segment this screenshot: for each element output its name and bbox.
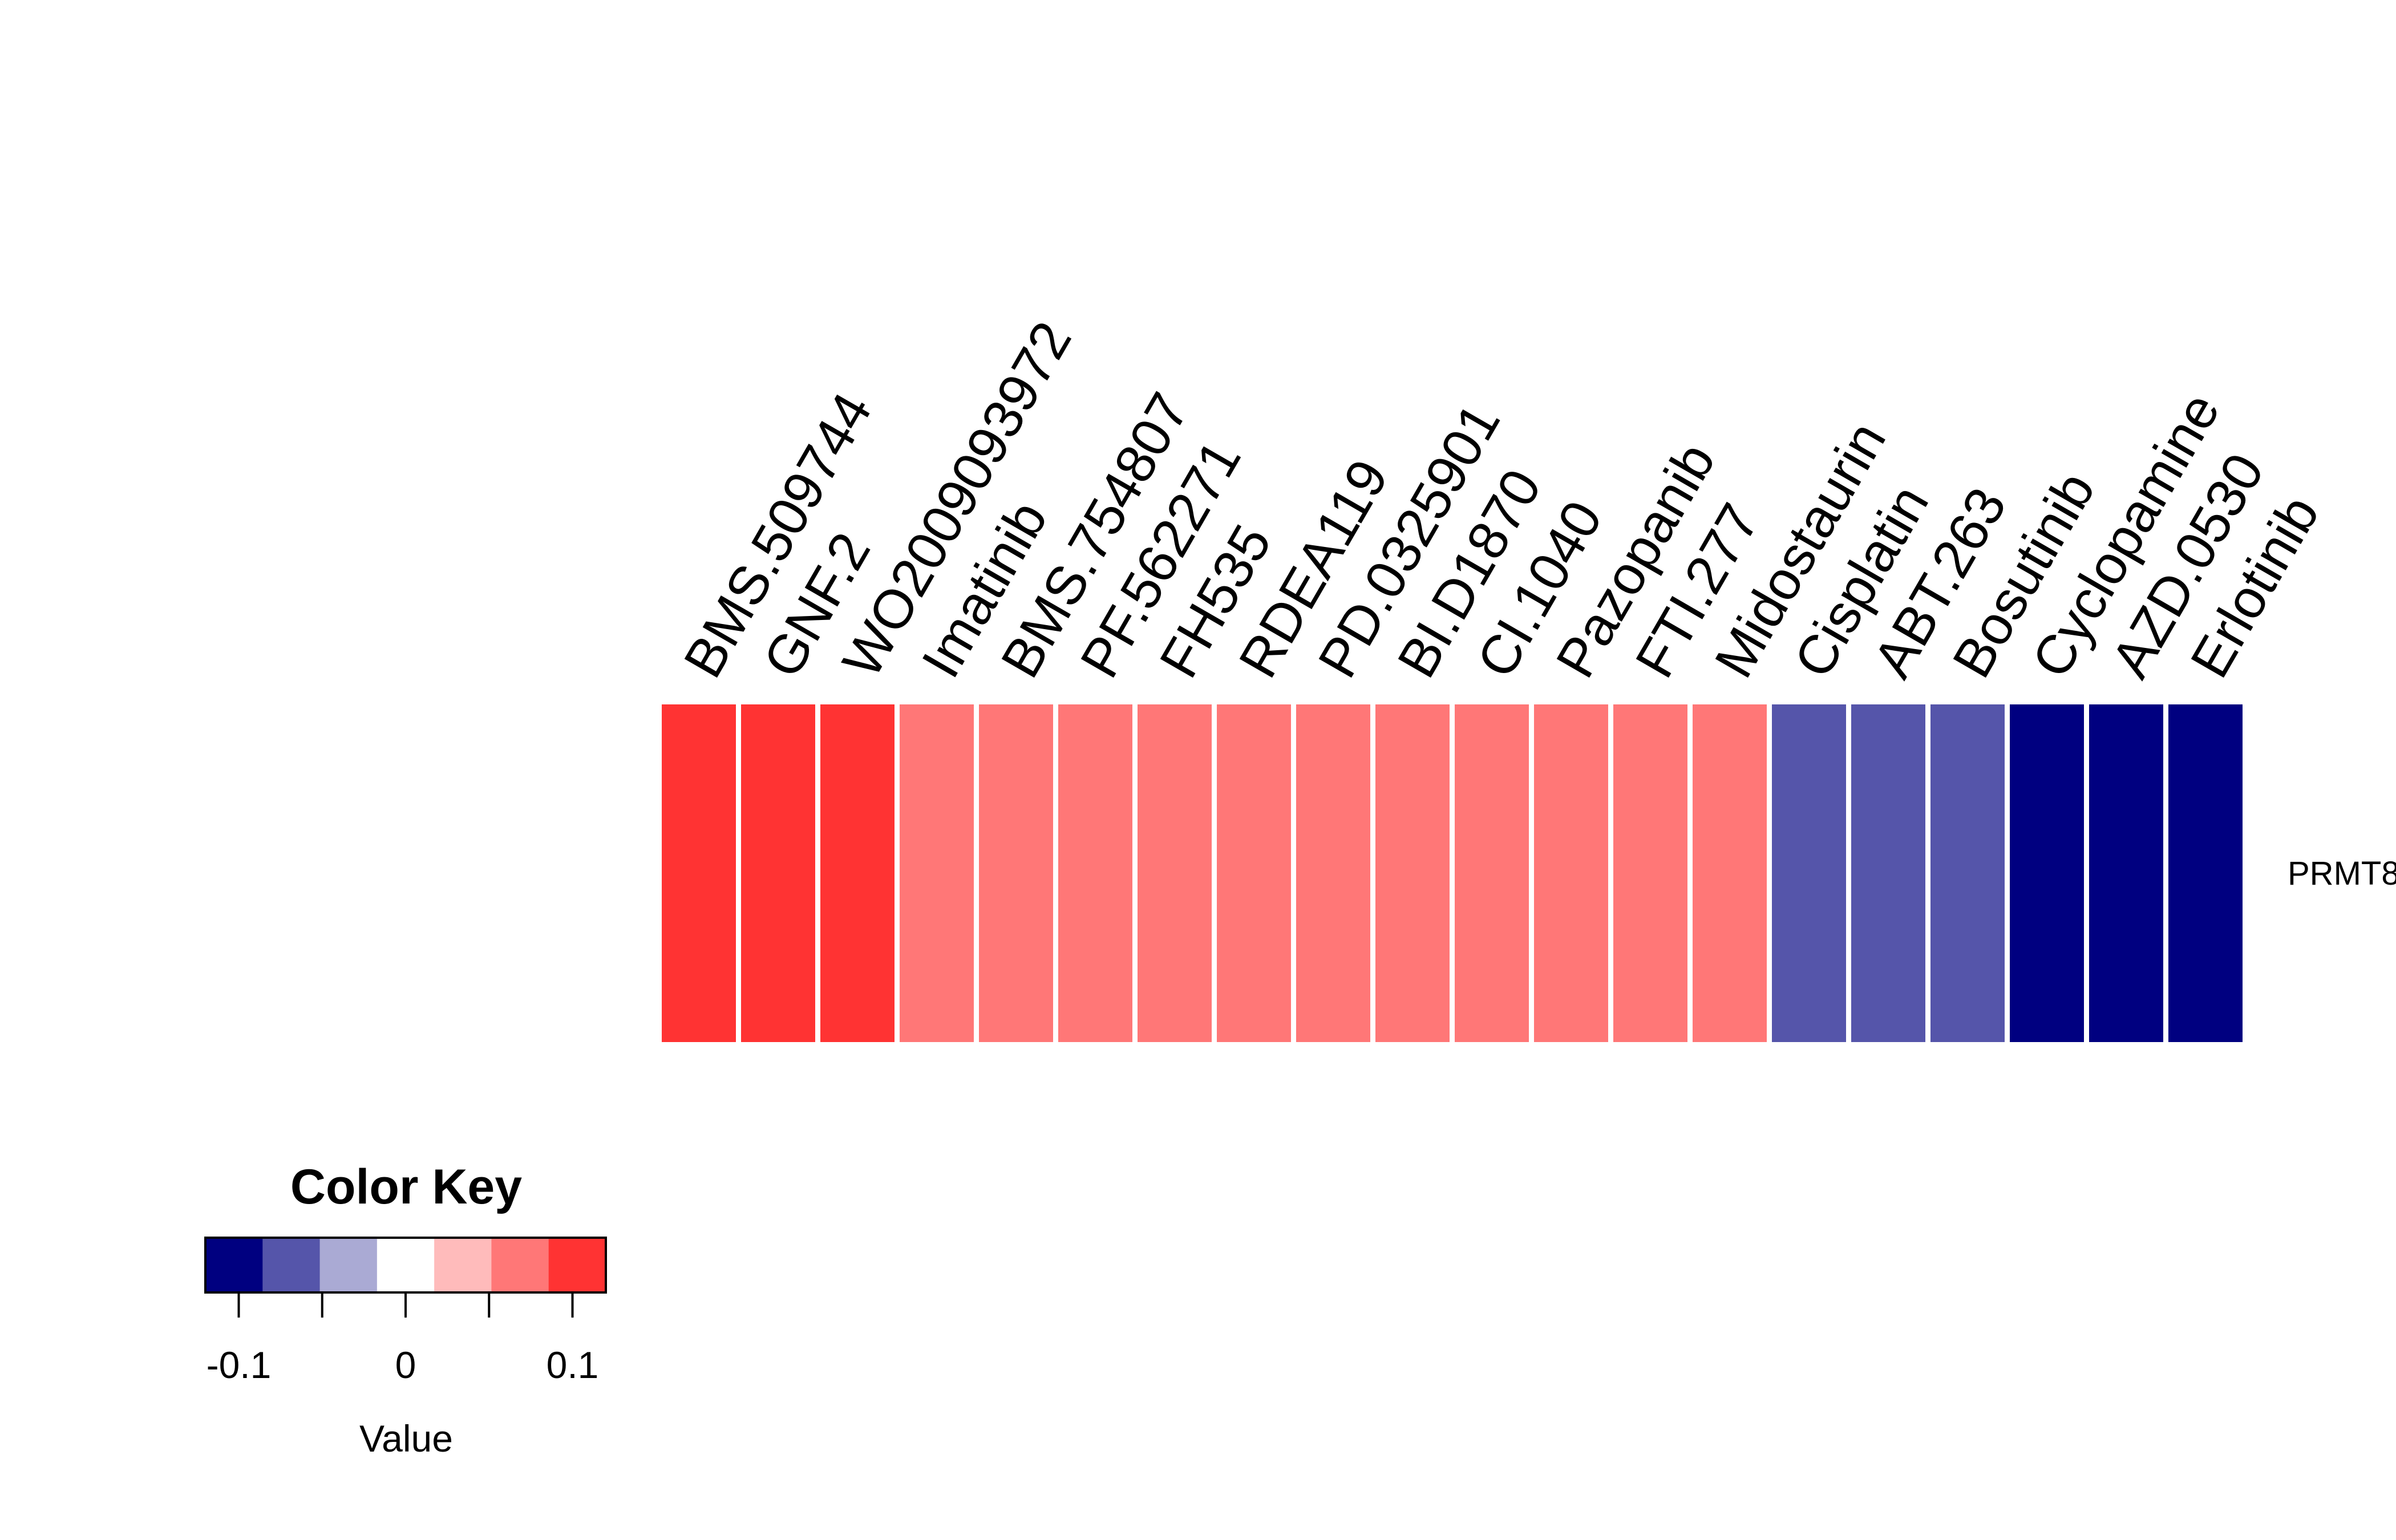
color-key-bin xyxy=(491,1238,549,1292)
color-key-bin xyxy=(434,1238,492,1292)
heatmap-cell xyxy=(2168,704,2243,1042)
color-key-tick-label: 0 xyxy=(395,1344,416,1386)
row-label: PRMT8 xyxy=(2288,855,2396,892)
heatmap-cell xyxy=(662,704,736,1042)
color-key-title: Color Key xyxy=(290,1160,522,1214)
heatmap-cell xyxy=(2089,704,2163,1042)
heatmap-cell xyxy=(1375,704,1450,1042)
heatmap-cell xyxy=(1455,704,1529,1042)
heatmap-cell xyxy=(1613,704,1687,1042)
color-key-bins xyxy=(205,1238,606,1292)
heatmap-cells xyxy=(662,704,2243,1042)
heatmap-cell xyxy=(979,704,1053,1042)
heatmap-cell xyxy=(820,704,895,1042)
heatmap-cell xyxy=(1851,704,1925,1042)
color-key-tick-label: 0.1 xyxy=(547,1344,599,1386)
row-labels: PRMT8 xyxy=(2288,855,2396,892)
heatmap-cell xyxy=(900,704,974,1042)
heatmap-cell xyxy=(1217,704,1291,1042)
color-key-ticks: -0.1 0 0.1 xyxy=(207,1292,599,1386)
heatmap-cell xyxy=(741,704,815,1042)
heatmap-cell xyxy=(1693,704,1767,1042)
color-key-axis-label: Value xyxy=(359,1417,453,1460)
heatmap-cell xyxy=(1534,704,1608,1042)
heatmap-cell xyxy=(1058,704,1132,1042)
color-key-tick-label: -0.1 xyxy=(207,1344,272,1386)
heatmap-cell xyxy=(1138,704,1212,1042)
column-labels: BMS.509744GNF.2WO2009093972ImatinibBMS.7… xyxy=(673,311,2331,687)
color-key-bin xyxy=(548,1238,606,1292)
heatmap-cell xyxy=(1772,704,1846,1042)
color-key-bin xyxy=(377,1238,435,1292)
heatmap-cell xyxy=(1296,704,1370,1042)
color-key-bin xyxy=(319,1238,378,1292)
color-key-bin xyxy=(262,1238,321,1292)
color-key: Color Key -0.1 0 0.1 Value xyxy=(204,1160,607,1460)
heatmap-cell xyxy=(2010,704,2084,1042)
color-key-bin xyxy=(205,1238,263,1292)
heatmap-cell xyxy=(1930,704,2005,1042)
